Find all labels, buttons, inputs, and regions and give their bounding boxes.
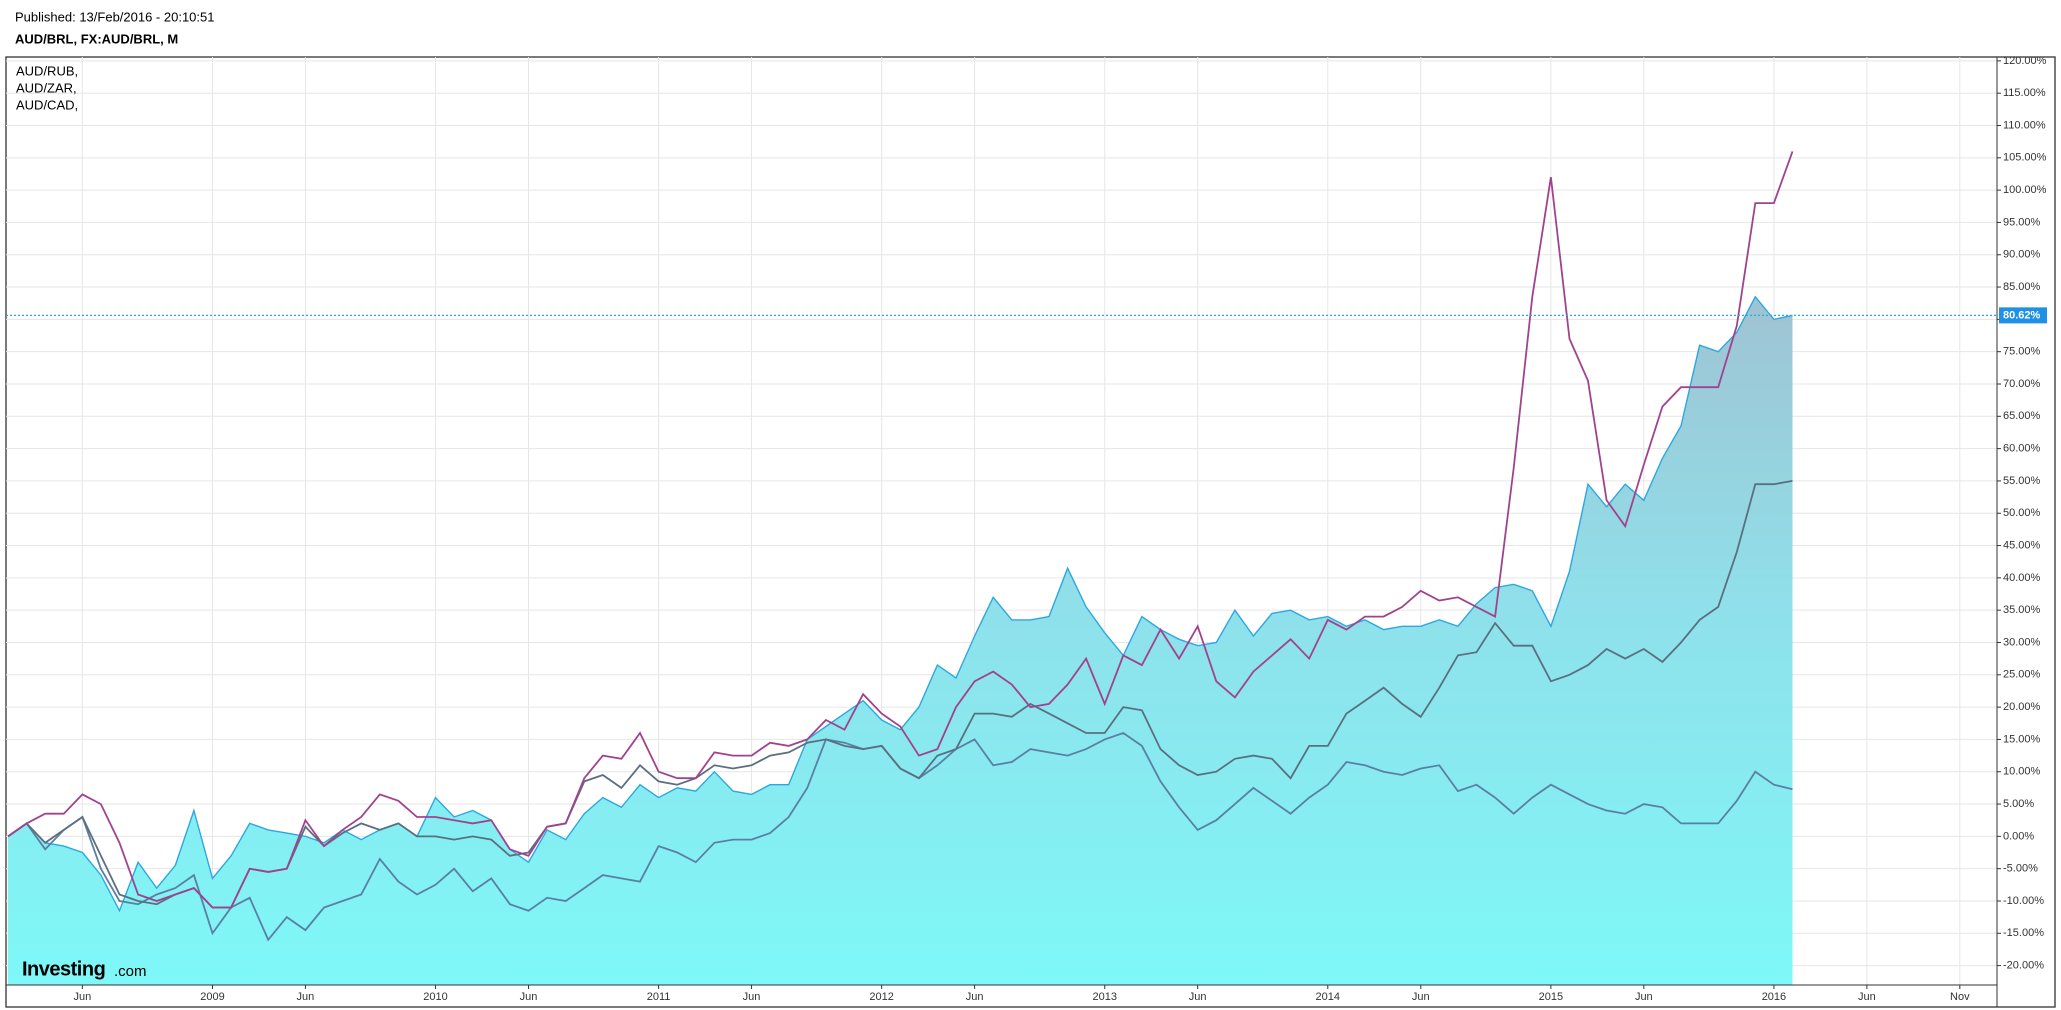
y-tick-label: 85.00%	[2003, 281, 2041, 293]
y-tick-label: 25.00%	[2003, 669, 2041, 681]
frame	[5, 56, 2056, 1008]
y-tick-label: 50.00%	[2003, 507, 2041, 519]
x-tick-label: 2009	[200, 991, 224, 1003]
area	[8, 296, 1793, 985]
legend-entry: AUD/CAD,	[16, 97, 78, 112]
x-tick-label: Jun	[297, 991, 315, 1003]
subtitle: AUD/BRL, FX:AUD/BRL, M	[15, 31, 178, 46]
logo: Investing	[22, 958, 105, 980]
current-label: 80.62%	[2003, 309, 2041, 321]
y-tick-label: -5.00%	[2003, 863, 2038, 875]
y-tick-label: 95.00%	[2003, 216, 2041, 228]
y-tick-label: 0.00%	[2003, 830, 2034, 842]
y-tick-label: 65.00%	[2003, 410, 2041, 422]
y-tick-label: 40.00%	[2003, 572, 2041, 584]
y-tick-label: 120.00%	[2003, 55, 2047, 67]
series-line	[7, 480, 1793, 909]
y-tick-label: -20.00%	[2003, 960, 2044, 972]
y-tick-label: 10.00%	[2003, 766, 2041, 778]
y-tick-label: 110.00%	[2003, 119, 2046, 131]
x-tick-label: Jun	[743, 991, 761, 1003]
x-tick-label: Jun	[966, 991, 984, 1003]
x-tick-label: 2016	[1762, 991, 1786, 1003]
published: Published: 13/Feb/2016 - 20:10:51	[15, 9, 214, 24]
x-tick-label: Jun	[1635, 991, 1653, 1003]
y-tick-label: 105.00%	[2003, 152, 2047, 164]
x-tick-label: 2012	[869, 991, 893, 1003]
y-tick-label: 45.00%	[2003, 539, 2041, 551]
series-line	[7, 151, 1794, 909]
y-tick-label: -10.00%	[2003, 895, 2044, 907]
legend-entry: AUD/ZAR,	[16, 80, 77, 95]
y-tick-label: 35.00%	[2003, 604, 2041, 616]
y-tick-label: 5.00%	[2003, 798, 2034, 810]
y-tick-label: 115.00%	[2003, 87, 2046, 99]
y-tick-label: 55.00%	[2003, 475, 2041, 487]
y-tick-label: 20.00%	[2003, 701, 2041, 713]
x-tick-label: 2014	[1316, 991, 1340, 1003]
x-tick-label: Jun	[1189, 991, 1207, 1003]
x-tick-label: Jun	[1412, 991, 1430, 1003]
y-tick-label: 30.00%	[2003, 636, 2041, 648]
y-tick-label: 70.00%	[2003, 378, 2041, 390]
y-tick-label: 75.00%	[2003, 346, 2041, 358]
y-tick-label: 60.00%	[2003, 443, 2041, 455]
x-tick-label: Jun	[73, 991, 91, 1003]
current-badge	[1999, 307, 2047, 324]
logo-suffix: .com	[114, 963, 147, 980]
x-tick-label: Jun	[520, 991, 538, 1003]
legend-entry: AUD/RUB,	[16, 63, 78, 78]
series-line	[7, 295, 1793, 913]
x-tick-label: 2015	[1539, 991, 1563, 1003]
y-tick-label: 90.00%	[2003, 249, 2041, 261]
x-tick-label: 2013	[1092, 991, 1116, 1003]
x-tick-label: 2010	[423, 991, 447, 1003]
x-tick-label: 2011	[647, 991, 671, 1003]
x-tick-label: Nov	[1950, 991, 1970, 1003]
y-tick-label: 100.00%	[2003, 184, 2047, 196]
y-tick-label: 15.00%	[2003, 733, 2041, 745]
y-tick-label: -15.00%	[2003, 927, 2044, 939]
x-tick-label: Jun	[1858, 991, 1876, 1003]
